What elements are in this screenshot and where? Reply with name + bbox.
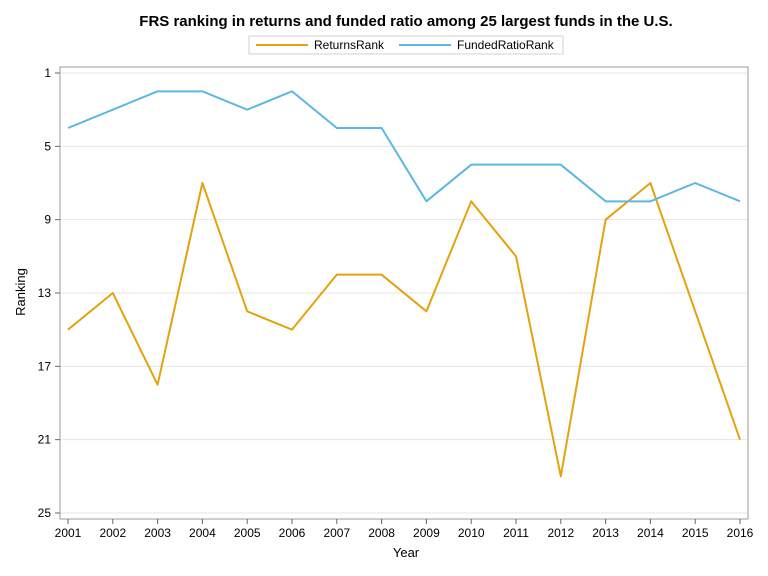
series-line-fundedratiorank xyxy=(67,90,741,203)
x-tick-label: 2014 xyxy=(637,526,664,540)
legend: ReturnsRank FundedRatioRank xyxy=(248,35,564,55)
x-tick-label: 2002 xyxy=(99,526,126,540)
x-tick-label: 2007 xyxy=(323,526,350,540)
y-tick-label: 5 xyxy=(44,139,51,153)
x-tick-label: 2012 xyxy=(547,526,574,540)
y-tick-label: 13 xyxy=(38,286,52,300)
x-axis-label: Year xyxy=(393,545,420,560)
y-tick-label: 17 xyxy=(38,359,52,373)
x-tick-label: 2003 xyxy=(144,526,171,540)
x-tick-label: 2011 xyxy=(503,526,529,540)
legend-label-returnsrank: ReturnsRank xyxy=(314,38,385,52)
y-tick-label: 25 xyxy=(38,506,52,520)
series-layer xyxy=(67,90,741,478)
y-tick-label: 21 xyxy=(38,433,52,447)
x-tick-label: 2013 xyxy=(592,526,619,540)
x-tick-label: 2009 xyxy=(413,526,440,540)
y-tick-label: 9 xyxy=(44,213,51,227)
x-axis: 2001 2002 2003 2004 2005 2006 2007 2008 2009 2010… xyxy=(55,519,754,540)
x-tick-label: 2001 xyxy=(55,526,82,540)
x-tick-label: 2005 xyxy=(234,526,261,540)
y-tick-label: 1 xyxy=(44,66,51,80)
x-tick-label: 2004 xyxy=(189,526,216,540)
legend-label-fundedratiorank: FundedRatioRank xyxy=(457,38,555,52)
chart-title: FRS ranking in returns and funded ratio … xyxy=(139,13,672,30)
y-axis-label: Ranking xyxy=(13,268,28,316)
x-tick-label: 2008 xyxy=(368,526,395,540)
x-tick-label: 2010 xyxy=(458,526,485,540)
series-line-returnsrank xyxy=(67,182,741,478)
x-tick-label: 2015 xyxy=(682,526,709,540)
y-axis: 1 5 9 13 17 21 25 xyxy=(38,66,60,520)
x-tick-label: 2006 xyxy=(279,526,306,540)
x-tick-label: 2016 xyxy=(727,526,754,540)
